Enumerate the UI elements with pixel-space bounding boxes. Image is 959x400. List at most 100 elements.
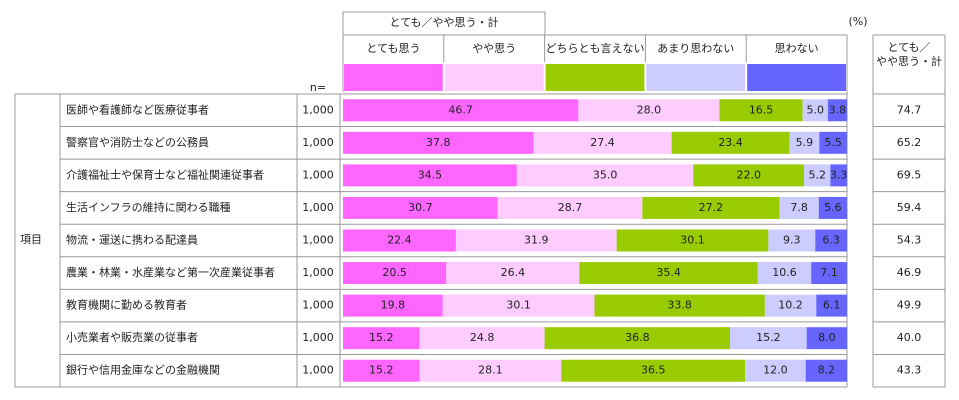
bar-segment — [671, 131, 790, 154]
legend-swatch — [646, 64, 746, 91]
row-label: 医師や看護師など医療従事者 — [66, 102, 209, 116]
bar-segment — [804, 164, 831, 187]
series-name: とても思う — [366, 42, 420, 55]
bar-segment — [802, 99, 828, 122]
value-label: 36.5 — [641, 364, 666, 377]
value-label: 7.1 — [820, 266, 838, 279]
value-label: 46.7 — [448, 103, 473, 116]
n-value: 1,000 — [302, 299, 334, 312]
row-label: 物流・運送に携わる配達員 — [66, 233, 198, 247]
value-label: 15.2 — [369, 364, 394, 377]
total-value: 74.7 — [897, 103, 922, 116]
n-value: 1,000 — [302, 103, 334, 116]
value-label: 8.2 — [818, 364, 836, 377]
value-label: 20.5 — [382, 266, 407, 279]
bar-segment — [343, 164, 517, 187]
bar-segment — [805, 359, 847, 382]
bar-segment — [779, 196, 819, 219]
bar-segment — [745, 359, 806, 382]
value-label: 5.6 — [824, 201, 842, 214]
value-label: 8.0 — [818, 331, 836, 344]
value-label: 30.7 — [408, 201, 433, 214]
bar-segment — [446, 262, 580, 285]
value-label: 12.0 — [763, 364, 788, 377]
bar-segment — [343, 262, 447, 285]
bar-segment — [343, 327, 420, 350]
total-value: 65.2 — [897, 136, 922, 149]
row-label: 教育機関に勤める教育者 — [66, 298, 187, 312]
value-label: 30.1 — [680, 234, 705, 247]
bar-segment — [789, 131, 820, 154]
n-value: 1,000 — [302, 168, 334, 181]
n-value: 1,000 — [302, 136, 334, 149]
value-label: 5.9 — [796, 136, 814, 149]
value-label: 6.3 — [822, 234, 840, 247]
row-label: 介護福祉士や保育士など福祉関連従事者 — [66, 167, 264, 181]
value-label: 35.0 — [593, 168, 618, 181]
unit-label: (%) — [848, 15, 867, 28]
bar-segment — [544, 327, 731, 350]
bar-segment — [343, 229, 456, 252]
value-label: 33.8 — [667, 299, 692, 312]
legend-swatch — [545, 64, 645, 91]
bar-segment — [806, 327, 847, 350]
row-label: 農業・林業・水産業など第一次産業従事者 — [66, 265, 275, 279]
bar-segment — [497, 196, 643, 219]
series-name: あまり思わない — [657, 42, 734, 55]
bar-segment — [815, 229, 847, 252]
total-value: 54.3 — [897, 234, 922, 247]
bar-segment — [757, 262, 812, 285]
bar-segment — [730, 327, 807, 350]
series-name: やや思う — [472, 42, 516, 55]
bar-segment — [343, 99, 579, 122]
value-label: 22.0 — [736, 168, 761, 181]
bar-segment — [768, 229, 816, 252]
bar-segment — [616, 229, 769, 252]
value-label: 7.8 — [790, 201, 808, 214]
bar-segment — [719, 99, 803, 122]
value-label: 27.4 — [590, 136, 615, 149]
value-label: 3.8 — [829, 103, 847, 116]
value-label: 9.3 — [783, 234, 801, 247]
value-label: 5.2 — [809, 168, 827, 181]
value-label: 28.1 — [478, 364, 503, 377]
bar-segment — [818, 196, 847, 219]
series-name: 思わない — [775, 42, 819, 55]
bar-segment — [811, 262, 847, 285]
bar-segment — [594, 294, 765, 317]
bar-segment — [819, 131, 847, 154]
bar-segment — [343, 131, 534, 154]
value-label: 37.8 — [426, 136, 451, 149]
total-value: 69.5 — [897, 168, 922, 181]
n-value: 1,000 — [302, 234, 334, 247]
value-label: 30.1 — [506, 299, 531, 312]
row-label: 銀行や信用金庫などの金融機関 — [66, 363, 220, 377]
n-header: n= — [310, 81, 326, 94]
bar-segment — [764, 294, 817, 317]
bar-segment — [442, 294, 595, 317]
total-value: 59.4 — [897, 201, 922, 214]
value-label: 15.2 — [756, 331, 781, 344]
row-header: 項目 — [20, 233, 42, 246]
legend-swatch — [344, 64, 443, 91]
value-label: 31.9 — [524, 234, 549, 247]
row-label: 生活インフラの維持に関わる職種 — [66, 200, 231, 214]
value-label: 27.2 — [699, 201, 724, 214]
value-label: 16.5 — [749, 103, 774, 116]
value-label: 26.4 — [501, 266, 526, 279]
bar-segment — [642, 196, 780, 219]
group-label: とても／やや思う・計 — [389, 15, 498, 29]
total-header: やや思う・計 — [876, 54, 942, 68]
value-label: 28.0 — [637, 103, 662, 116]
bar-segment — [343, 359, 420, 382]
value-label: 19.8 — [381, 299, 406, 312]
bar-segment — [419, 327, 545, 350]
value-label: 22.4 — [387, 234, 412, 247]
value-label: 34.5 — [418, 168, 443, 181]
bar-segment — [561, 359, 746, 382]
bar-segment — [827, 99, 847, 122]
bar-segment — [419, 359, 562, 382]
bar-segment — [455, 229, 617, 252]
value-label: 36.8 — [625, 331, 650, 344]
